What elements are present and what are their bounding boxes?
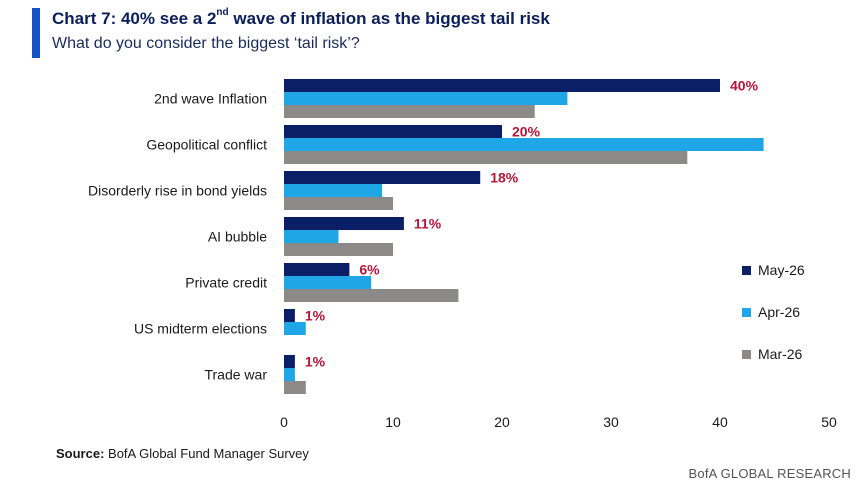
chart-title: Chart 7: 40% see a 2nd wave of inflation… [52, 7, 550, 29]
brand-label: BofA GLOBAL RESEARCH [688, 466, 851, 481]
bar-may-26-6 [284, 355, 295, 368]
bar-may-26-2 [284, 171, 481, 184]
x-tick-label: 10 [385, 414, 401, 430]
data-label: 1% [305, 308, 326, 324]
category-label: US midterm elections [134, 321, 267, 337]
category-label: Trade war [204, 367, 267, 383]
source-text: BofA Global Fund Manager Survey [104, 446, 309, 461]
category-label: Disorderly rise in bond yields [88, 183, 267, 199]
data-label: 40% [730, 78, 759, 94]
bar-may-26-3 [284, 217, 404, 230]
bar-mar-26-0 [284, 105, 535, 118]
bar-mar-26-3 [284, 243, 393, 256]
source-note: Source: BofA Global Fund Manager Survey [56, 446, 309, 461]
category-label: Geopolitical conflict [146, 137, 267, 153]
category-label: AI bubble [208, 229, 267, 245]
bar-may-26-5 [284, 309, 295, 322]
chart-title-main: Chart 7: 40% see a 2 [52, 9, 217, 28]
source-label: Source: [56, 446, 105, 461]
x-axis-ticks: 0 10 20 30 40 50 [280, 414, 837, 430]
bar-apr-26-6 [284, 368, 295, 381]
data-label: 6% [359, 262, 380, 278]
legend-label: Mar-26 [758, 346, 803, 362]
data-label: 20% [512, 124, 541, 140]
x-tick-label: 20 [494, 414, 510, 430]
data-labels: 40% 20% 18% 11% 6% 1% 1% [305, 78, 759, 370]
bar-may-26-4 [284, 263, 350, 276]
bars-group [284, 79, 764, 394]
x-tick-label: 40 [712, 414, 728, 430]
bar-apr-26-5 [284, 322, 306, 335]
chart-title-rest: wave of inflation as the biggest tail ri… [228, 9, 550, 28]
bar-apr-26-4 [284, 276, 372, 289]
legend-label: May-26 [758, 262, 805, 278]
x-tick-label: 0 [280, 414, 288, 430]
category-labels: 2nd wave Inflation Geopolitical conflict D… [88, 91, 267, 383]
bar-apr-26-3 [284, 230, 339, 243]
bar-may-26-0 [284, 79, 720, 92]
legend-swatch-apr-26 [742, 308, 751, 317]
bar-apr-26-1 [284, 138, 764, 151]
category-label: 2nd wave Inflation [154, 91, 267, 107]
bar-mar-26-4 [284, 289, 459, 302]
data-label: 1% [305, 354, 326, 370]
x-tick-label: 50 [821, 414, 837, 430]
bar-mar-26-1 [284, 151, 688, 164]
bar-apr-26-0 [284, 92, 568, 105]
legend-swatch-mar-26 [742, 350, 751, 359]
data-label: 11% [414, 216, 442, 232]
x-tick-label: 30 [603, 414, 619, 430]
chart-title-superscript: nd [216, 7, 229, 19]
legend: May-26 Apr-26 Mar-26 [742, 262, 805, 362]
legend-label: Apr-26 [758, 304, 800, 320]
data-label: 18% [490, 170, 519, 186]
category-label: Private credit [185, 275, 267, 291]
chart-subtitle: What do you consider the biggest ‘tail r… [52, 35, 360, 52]
bar-chart: 2nd wave Inflation Geopolitical conflict D… [88, 78, 837, 431]
title-accent-bar [32, 8, 40, 58]
bar-apr-26-2 [284, 184, 383, 197]
bar-may-26-1 [284, 125, 502, 138]
legend-swatch-may-26 [742, 266, 751, 275]
bar-mar-26-6 [284, 381, 306, 394]
bar-mar-26-2 [284, 197, 393, 210]
